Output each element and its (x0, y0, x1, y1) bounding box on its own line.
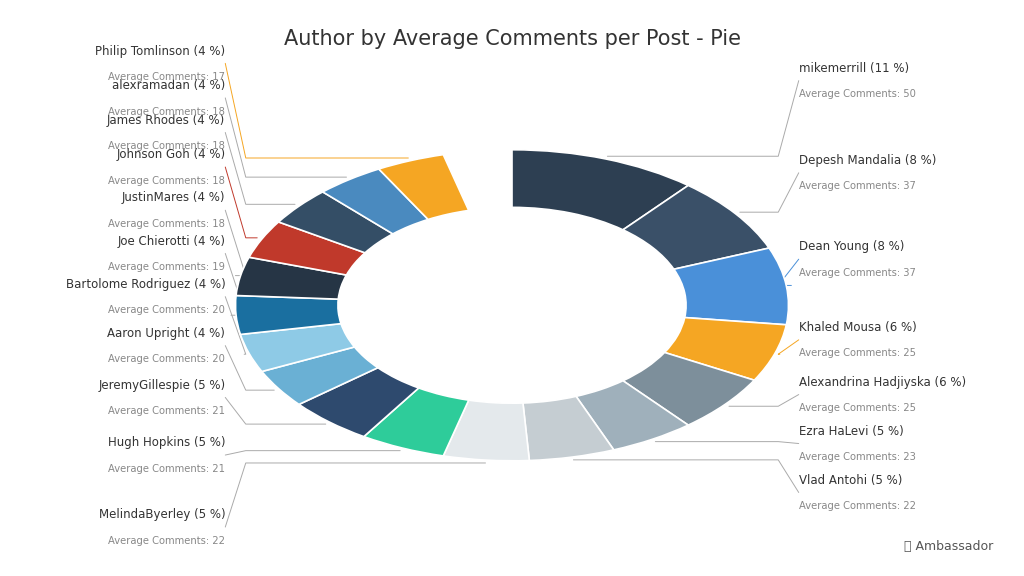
Text: Average Comments: 21: Average Comments: 21 (109, 464, 225, 473)
Text: Average Comments: 22: Average Comments: 22 (109, 536, 225, 545)
Text: Khaled Mousa (6 %): Khaled Mousa (6 %) (799, 321, 916, 334)
Wedge shape (279, 192, 393, 253)
Text: 🔥 Ambassador: 🔥 Ambassador (904, 540, 993, 553)
Text: Author by Average Comments per Post - Pie: Author by Average Comments per Post - Pi… (284, 29, 740, 49)
Text: MelindaByerley (5 %): MelindaByerley (5 %) (98, 508, 225, 521)
Text: James Rhodes (4 %): James Rhodes (4 %) (108, 113, 225, 127)
Wedge shape (379, 154, 469, 219)
Text: Average Comments: 18: Average Comments: 18 (109, 176, 225, 185)
Text: Average Comments: 37: Average Comments: 37 (799, 181, 915, 191)
Text: Average Comments: 23: Average Comments: 23 (799, 452, 915, 462)
Text: JeremyGillespie (5 %): JeremyGillespie (5 %) (98, 378, 225, 392)
Wedge shape (443, 400, 529, 461)
Text: Average Comments: 22: Average Comments: 22 (799, 501, 915, 511)
Text: Philip Tomlinson (4 %): Philip Tomlinson (4 %) (95, 44, 225, 58)
Wedge shape (577, 381, 688, 450)
Text: Aaron Upright (4 %): Aaron Upright (4 %) (108, 327, 225, 340)
Text: Depesh Mandalia (8 %): Depesh Mandalia (8 %) (799, 154, 936, 167)
Wedge shape (623, 185, 769, 269)
Wedge shape (236, 295, 341, 335)
Text: Dean Young (8 %): Dean Young (8 %) (799, 240, 904, 253)
Text: Average Comments: 25: Average Comments: 25 (799, 403, 915, 413)
Wedge shape (364, 388, 469, 456)
Text: Average Comments: 18: Average Comments: 18 (109, 219, 225, 229)
Text: JustinMares (4 %): JustinMares (4 %) (122, 191, 225, 204)
Wedge shape (623, 353, 755, 425)
Text: Average Comments: 19: Average Comments: 19 (109, 262, 225, 272)
Text: Average Comments: 50: Average Comments: 50 (799, 89, 915, 99)
Text: Average Comments: 20: Average Comments: 20 (109, 305, 225, 315)
Text: Average Comments: 37: Average Comments: 37 (799, 268, 915, 278)
Text: Average Comments: 17: Average Comments: 17 (109, 72, 225, 82)
Text: Joe Chierotti (4 %): Joe Chierotti (4 %) (118, 234, 225, 248)
Text: Average Comments: 20: Average Comments: 20 (109, 354, 225, 364)
Wedge shape (299, 367, 419, 437)
Text: Average Comments: 21: Average Comments: 21 (109, 406, 225, 416)
Wedge shape (237, 257, 346, 299)
Text: Average Comments: 25: Average Comments: 25 (799, 348, 915, 358)
Text: Alexandrina Hadjiyska (6 %): Alexandrina Hadjiyska (6 %) (799, 376, 966, 389)
Text: mikemerrill (11 %): mikemerrill (11 %) (799, 62, 909, 75)
Wedge shape (523, 396, 613, 460)
Text: alexramadan (4 %): alexramadan (4 %) (112, 79, 225, 92)
Wedge shape (674, 248, 788, 325)
Wedge shape (665, 317, 786, 380)
Text: Hugh Hopkins (5 %): Hugh Hopkins (5 %) (108, 436, 225, 449)
Text: Average Comments: 18: Average Comments: 18 (109, 141, 225, 151)
Text: Vlad Antohi (5 %): Vlad Antohi (5 %) (799, 473, 902, 487)
Wedge shape (241, 324, 354, 372)
Text: Johnson Goh (4 %): Johnson Goh (4 %) (116, 148, 225, 161)
Wedge shape (323, 169, 428, 234)
Wedge shape (262, 347, 378, 404)
Text: Bartolome Rodriguez (4 %): Bartolome Rodriguez (4 %) (66, 278, 225, 291)
Wedge shape (512, 150, 688, 230)
Text: Ezra HaLevi (5 %): Ezra HaLevi (5 %) (799, 425, 903, 438)
Wedge shape (249, 222, 365, 275)
Text: Average Comments: 18: Average Comments: 18 (109, 107, 225, 116)
